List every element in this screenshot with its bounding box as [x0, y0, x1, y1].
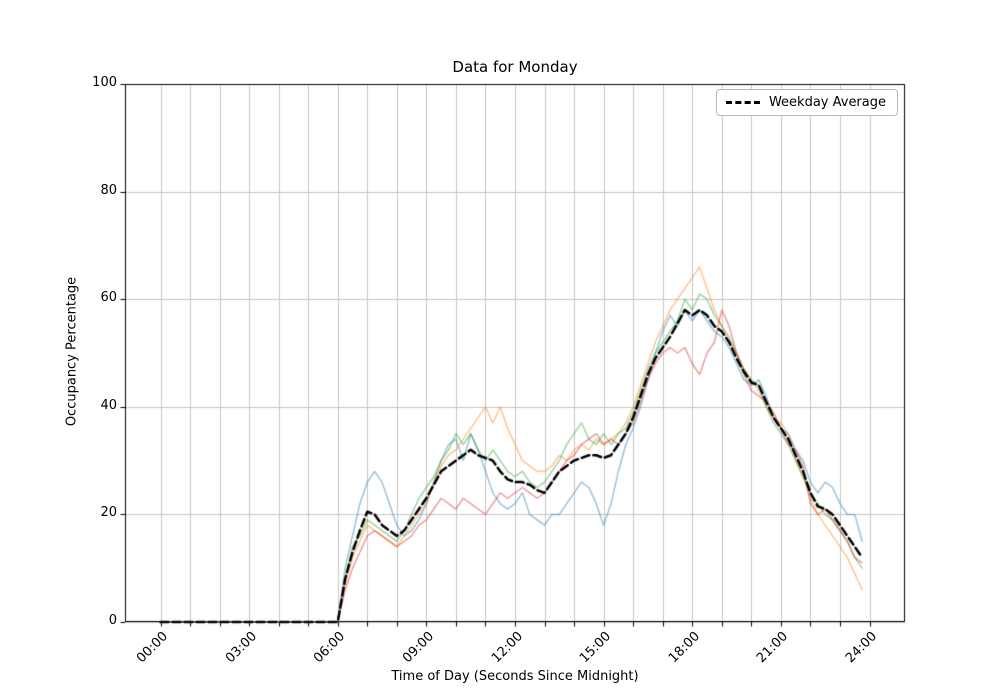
x-axis-label: Time of Day (Seconds Since Midnight) [391, 669, 639, 684]
y-tick-label: 0 [108, 613, 117, 628]
weekday-average-line-sample [725, 101, 760, 104]
chart-title: Data for Monday [452, 58, 578, 76]
legend-label: Weekday Average [768, 95, 886, 110]
y-tick-label: 60 [100, 290, 117, 306]
y-axis-label: Occupancy Percentage [64, 276, 80, 427]
legend[interactable]: Weekday Average [715, 89, 898, 116]
y-tick-label: 40 [100, 397, 117, 413]
x-tick-label: 24:00 [843, 629, 881, 667]
y-tick-label: 20 [100, 505, 117, 521]
y-tick-label: 100 [92, 75, 117, 90]
y-tick-label: 80 [100, 182, 117, 198]
